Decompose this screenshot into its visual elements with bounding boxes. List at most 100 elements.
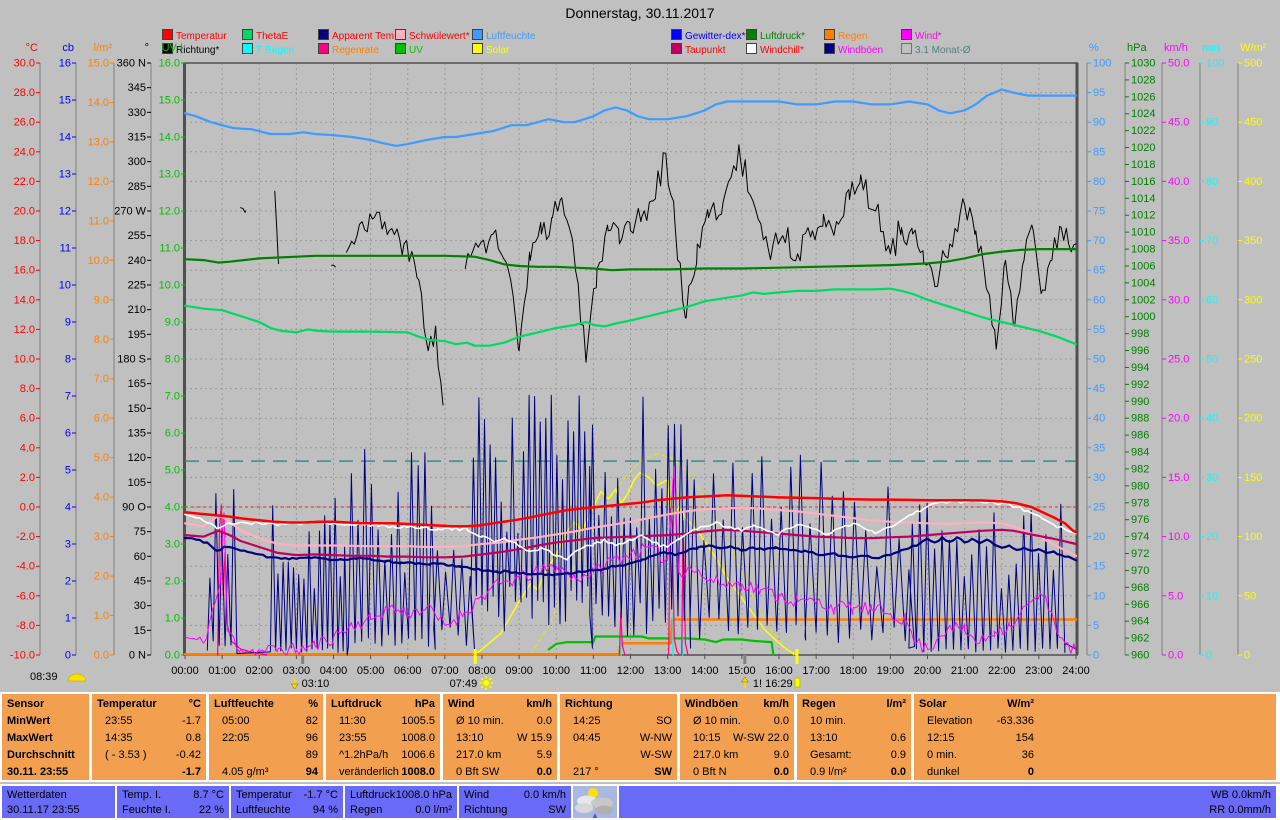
svg-text:04:00: 04:00 [320, 665, 348, 677]
svg-text:8.0: 8.0 [165, 354, 180, 366]
svg-text:20.0: 20.0 [1168, 413, 1189, 425]
svg-text:-4.0: -4.0 [16, 561, 35, 573]
svg-text:7: 7 [65, 391, 71, 403]
svg-text:1000: 1000 [1131, 311, 1155, 323]
stats-row: W-SW [640, 749, 672, 761]
svg-text:240: 240 [128, 255, 146, 267]
svg-text:5: 5 [65, 465, 71, 477]
legend-swatch [318, 43, 329, 54]
svg-text:75: 75 [134, 526, 146, 538]
svg-text:3.0: 3.0 [165, 539, 180, 551]
legend-item-regenrate: Regenrate [318, 43, 379, 56]
svg-text:270 W: 270 W [114, 206, 146, 218]
legend-item-apparent-tem: Apparent Tem [318, 29, 394, 42]
statusbar-right-cell: WB 0.0km/h RR 0.0mm/h [619, 786, 1276, 818]
svg-text:23:00: 23:00 [1025, 665, 1053, 677]
svg-text:4: 4 [65, 502, 71, 514]
moonrise-time-label: 08:39 [30, 671, 58, 683]
legend-label: Wind* [915, 31, 942, 42]
svg-text:5.0: 5.0 [165, 465, 180, 477]
svg-text:964: 964 [1131, 616, 1149, 628]
stats-column-regen: Regen l/m² 10 min. 13:10 0.6 Gesamt: 0.9 0.9 l/… [797, 694, 911, 780]
svg-text:1008: 1008 [1131, 244, 1155, 256]
svg-text:19:00: 19:00 [877, 665, 905, 677]
svg-text:1.0: 1.0 [94, 610, 109, 622]
svg-text:30: 30 [1093, 472, 1105, 484]
svg-text:40.0: 40.0 [1168, 176, 1189, 188]
svg-text:85: 85 [1093, 146, 1105, 158]
stats-row: Elevation -63.336 [927, 715, 1034, 727]
axis-: %100959085807570656055504540353025201510… [1086, 42, 1111, 662]
svg-text:2.0: 2.0 [165, 576, 180, 588]
legend-swatch [395, 29, 406, 40]
svg-text:2: 2 [65, 576, 71, 588]
svg-text:400: 400 [1244, 176, 1262, 188]
stats-row: Ø 10 min. 0.0 [693, 715, 789, 727]
svg-text:6.0: 6.0 [20, 413, 35, 425]
stats-column-luftdruck: Luftdruck hPa 11:30 1005.5 23:55 1008.0 ^1.2hP… [326, 694, 440, 780]
stats-row: Ø 10 min. 0.0 [456, 715, 552, 727]
legend-item-luftdruck-: Luftdruck* [746, 29, 805, 42]
svg-text:11:00: 11:00 [580, 665, 607, 677]
svg-text:17:00: 17:00 [802, 665, 830, 677]
svg-text:35.0: 35.0 [1168, 235, 1189, 247]
statusbar-cell-0: Wetterdaten 30.11.17 23:55 [2, 786, 115, 818]
stats-row: -1.7 [182, 766, 201, 778]
svg-text:1028: 1028 [1131, 74, 1155, 86]
svg-text:45.0: 45.0 [1168, 117, 1189, 129]
svg-text:15.0: 15.0 [1168, 472, 1189, 484]
svg-text:8.0: 8.0 [94, 334, 109, 346]
svg-text:986: 986 [1131, 430, 1149, 442]
svg-text:12.0: 12.0 [14, 324, 35, 336]
weather-condition-icon [573, 786, 617, 819]
legend-swatch [671, 29, 682, 40]
svg-text:10.0: 10.0 [14, 354, 35, 366]
svg-text:22:00: 22:00 [988, 665, 1016, 677]
svg-text:1: 1 [65, 613, 71, 625]
stats-row: dunkel 0 [927, 766, 1034, 778]
legend-label: Richtung* [176, 45, 220, 56]
svg-text:24:00: 24:00 [1062, 665, 1090, 677]
svg-text:30.0: 30.0 [14, 58, 35, 70]
axis-kmh: km/h 50.0 45.0 40.0 35.0 30.0 25.0 20.0 15.0 10.0… [1161, 42, 1189, 662]
stats-column-sensor: Sensor MinWert MaxWert Durchschnitt 30.11. 2… [2, 694, 89, 780]
svg-text:1030: 1030 [1131, 58, 1155, 70]
svg-text:100: 100 [1244, 531, 1262, 543]
svg-text:l/m²: l/m² [94, 42, 113, 54]
svg-text:40: 40 [1093, 413, 1105, 425]
svg-text:12:00: 12:00 [617, 665, 645, 677]
svg-text:0.0: 0.0 [165, 650, 180, 662]
svg-text:65: 65 [1093, 265, 1105, 277]
svg-text:75: 75 [1093, 206, 1105, 218]
arrow-down-icon [290, 683, 299, 690]
weather-chart-plot[interactable]: °C30.028.026.024.022.020.018.016.014.012… [0, 0, 1280, 692]
svg-text:30: 30 [134, 600, 146, 612]
svg-text:15: 15 [1093, 561, 1105, 573]
svg-text:150: 150 [128, 403, 146, 415]
stats-row: 13:10 W 15.9 [456, 732, 552, 744]
stats-row: Luftdruck hPa [331, 698, 435, 710]
svg-text:345: 345 [128, 82, 146, 94]
legend-label: Gewitter-dex* [685, 31, 746, 42]
svg-text:105: 105 [128, 477, 146, 489]
stats-row: 23:55 -1.7 [105, 715, 201, 727]
svg-text:80: 80 [1206, 176, 1218, 188]
legend-swatch [242, 29, 253, 40]
legend-item-gewitter-dex-: Gewitter-dex* [671, 29, 746, 42]
stats-row: 04:45 W-NW [573, 732, 672, 744]
legend-label: Regen [838, 31, 868, 42]
svg-text:45: 45 [134, 576, 146, 588]
series-luftdruck [183, 248, 1078, 272]
statusbar-cell-2: Temperatur -1.7 °C Luftfeuchte 94 % [231, 786, 343, 818]
svg-text:-10.0: -10.0 [10, 650, 35, 662]
svg-text:1010: 1010 [1131, 227, 1155, 239]
series-temperatur [183, 493, 1078, 534]
stats-column-windb-en: Windböen km/h Ø 10 min. 0.0 10:15 W-SW 22.0 21… [680, 694, 794, 780]
sun-icon [488, 685, 492, 689]
svg-text:09:00: 09:00 [505, 665, 533, 677]
svg-text:95: 95 [1093, 87, 1105, 99]
svg-text:15:00: 15:00 [728, 665, 756, 677]
stats-row: 14:35 0.8 [105, 732, 201, 744]
stats-row: 05:00 82 [222, 715, 318, 727]
svg-text:180 S: 180 S [117, 354, 146, 366]
